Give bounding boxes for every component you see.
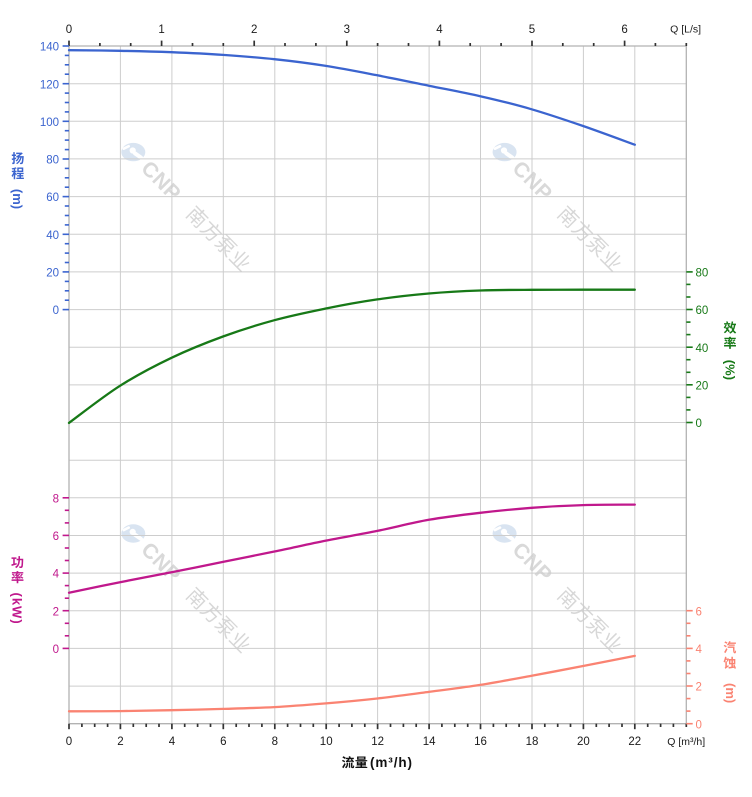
svg-text:6: 6 (220, 736, 226, 748)
svg-text:0: 0 (696, 418, 702, 430)
svg-text:14: 14 (423, 736, 436, 748)
svg-text:(m): (m) (10, 189, 25, 209)
svg-text:3: 3 (344, 24, 350, 36)
svg-text:2: 2 (251, 24, 257, 36)
svg-text:5: 5 (529, 24, 535, 36)
svg-text:40: 40 (46, 230, 59, 242)
svg-text:8: 8 (272, 736, 278, 748)
svg-text:60: 60 (46, 192, 59, 204)
svg-text:2: 2 (117, 736, 123, 748)
svg-text:20: 20 (46, 268, 59, 280)
svg-text:120: 120 (40, 79, 59, 91)
svg-text:6: 6 (53, 531, 59, 543)
svg-text:4: 4 (696, 644, 703, 656)
svg-text:(%): (%) (723, 360, 738, 380)
svg-text:40: 40 (696, 343, 709, 355)
svg-text:0: 0 (66, 736, 72, 748)
svg-text:16: 16 (474, 736, 487, 748)
svg-text:2: 2 (53, 606, 59, 618)
svg-text:0: 0 (53, 644, 59, 656)
svg-text:12: 12 (371, 736, 384, 748)
svg-text:22: 22 (628, 736, 641, 748)
svg-text:0: 0 (66, 24, 72, 36)
svg-text:6: 6 (696, 606, 702, 618)
svg-text:20: 20 (577, 736, 590, 748)
svg-text:80: 80 (696, 268, 709, 280)
svg-text:Q [L/s]: Q [L/s] (670, 24, 701, 36)
svg-text:(m³/h): (m³/h) (370, 755, 413, 770)
svg-text:80: 80 (46, 155, 59, 167)
svg-text:0: 0 (53, 305, 59, 317)
svg-text:Q [m³/h]: Q [m³/h] (667, 736, 705, 748)
svg-text:10: 10 (320, 736, 333, 748)
svg-text:4: 4 (169, 736, 176, 748)
svg-text:(kW): (kW) (10, 593, 25, 625)
svg-text:100: 100 (40, 117, 59, 129)
svg-text:6: 6 (621, 24, 627, 36)
svg-text:8: 8 (53, 493, 59, 505)
svg-text:(m): (m) (723, 683, 738, 703)
svg-text:60: 60 (696, 305, 709, 317)
svg-text:2: 2 (696, 682, 702, 694)
svg-text:4: 4 (436, 24, 443, 36)
svg-text:20: 20 (696, 380, 709, 392)
svg-text:0: 0 (696, 719, 702, 731)
svg-text:18: 18 (526, 736, 539, 748)
svg-text:140: 140 (40, 42, 59, 54)
svg-text:4: 4 (53, 569, 60, 581)
svg-text:1: 1 (158, 24, 164, 36)
